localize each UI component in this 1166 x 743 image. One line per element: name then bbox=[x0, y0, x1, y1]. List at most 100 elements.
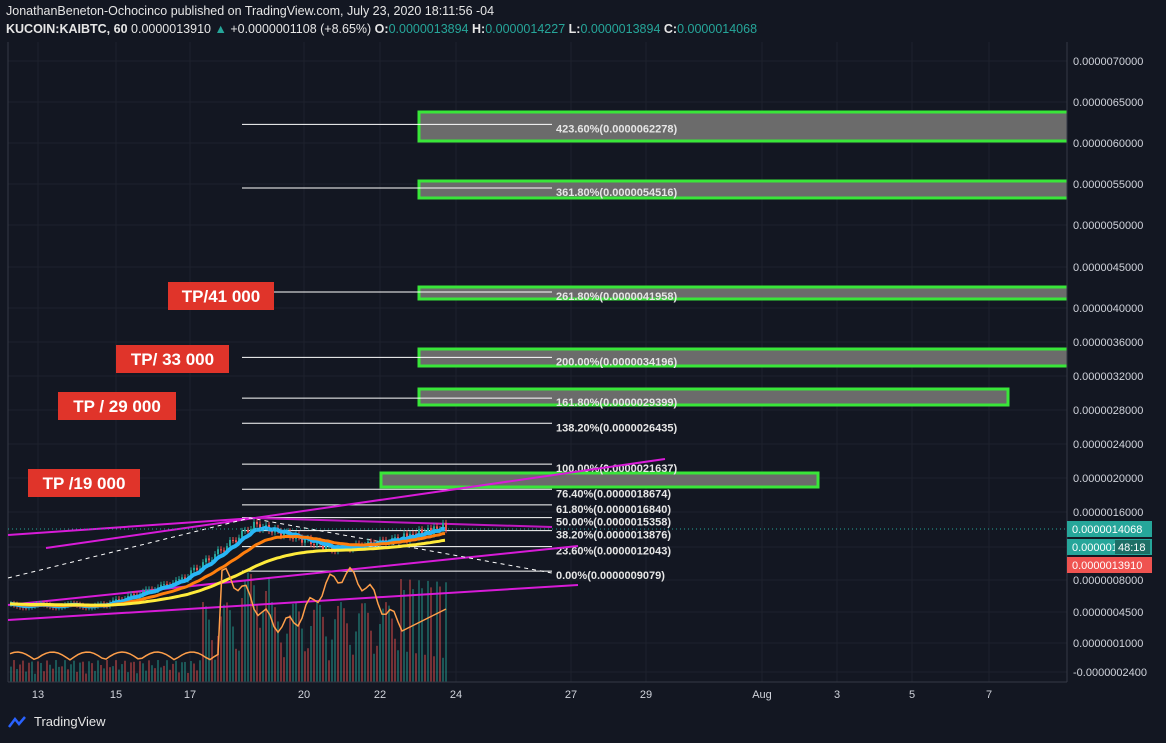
x-tick-label: 20 bbox=[298, 689, 310, 701]
volume-bar bbox=[337, 605, 339, 682]
volume-bar bbox=[58, 666, 60, 682]
volume-bar bbox=[196, 670, 198, 682]
y-tick-label: 0.0000045000 bbox=[1073, 262, 1143, 274]
candle-body bbox=[247, 529, 249, 533]
candle-body bbox=[232, 539, 234, 541]
volume-bar bbox=[364, 603, 366, 682]
candle-body bbox=[214, 554, 216, 561]
candle-body bbox=[241, 530, 243, 538]
volume-bar bbox=[217, 635, 219, 682]
tp-labels: TP/41 000 TP/ 33 000 TP / 29 000 TP /19 000 bbox=[28, 282, 274, 497]
volume-bar bbox=[160, 667, 162, 682]
candle-body bbox=[442, 522, 444, 531]
y-tick-label: 0.0000055000 bbox=[1073, 179, 1143, 191]
close-label: C: bbox=[663, 22, 678, 36]
y-tick-label: 0.0000040000 bbox=[1073, 303, 1143, 315]
price-axis: 0.0000070000 0.0000065000 0.0000060000 0.00… bbox=[1066, 42, 1166, 682]
y-tick-label: 0.0000028000 bbox=[1073, 405, 1143, 417]
volume-bar bbox=[418, 580, 420, 682]
volume-bar bbox=[265, 590, 267, 682]
tp-label-text: TP / 29 000 bbox=[73, 397, 161, 416]
volume-bar bbox=[34, 673, 36, 682]
volume-bar bbox=[334, 619, 336, 682]
volume-bar bbox=[406, 651, 408, 682]
volume-bar bbox=[154, 668, 156, 682]
volume-bar bbox=[208, 619, 210, 682]
open-value: 0.0000013894 bbox=[388, 22, 469, 36]
moving-averages bbox=[9, 525, 446, 609]
tp-label-text: TP/ 33 000 bbox=[131, 350, 214, 369]
volume-bar bbox=[37, 661, 39, 682]
volume-bar bbox=[211, 640, 213, 682]
volume-bar bbox=[193, 663, 195, 682]
fib-target-boxes bbox=[379, 110, 1070, 489]
candle-body bbox=[193, 567, 195, 571]
y-tick-label: 0.0000060000 bbox=[1073, 138, 1143, 150]
candle-body bbox=[244, 529, 246, 531]
candle-body bbox=[178, 579, 180, 581]
volume-bar bbox=[52, 668, 54, 682]
symbol-label[interactable]: KUCOIN:KAIBTC, 60 bbox=[6, 22, 128, 36]
candle-body bbox=[202, 562, 204, 569]
tp-label-box bbox=[28, 469, 140, 497]
volume-bar bbox=[106, 660, 108, 682]
volume-bar bbox=[388, 605, 390, 682]
price-tag bbox=[1067, 521, 1152, 537]
x-tick-label: 13 bbox=[32, 689, 44, 701]
volume-bar bbox=[373, 653, 375, 682]
volume-bar bbox=[220, 616, 222, 682]
volume-bar bbox=[277, 621, 279, 682]
candle-body bbox=[163, 584, 165, 586]
tp-label-box bbox=[168, 282, 274, 310]
volume-bar bbox=[424, 654, 426, 682]
volume-bar bbox=[199, 660, 201, 682]
volume-bar bbox=[139, 661, 141, 682]
volume-bar bbox=[262, 611, 264, 682]
candle-body bbox=[445, 522, 447, 531]
volume-bar bbox=[316, 602, 318, 682]
volume-bar bbox=[241, 598, 243, 682]
volume-bar bbox=[328, 660, 330, 682]
volume-bar bbox=[178, 672, 180, 682]
tp-label-text: TP/41 000 bbox=[182, 287, 260, 306]
target-box bbox=[417, 387, 1010, 407]
candle-body bbox=[436, 526, 438, 530]
brand-label: TradingView bbox=[34, 714, 106, 729]
volume-bar bbox=[148, 660, 150, 682]
y-tick-label: 0.0000036000 bbox=[1073, 337, 1143, 349]
candle-body bbox=[325, 545, 327, 550]
volume-bar bbox=[352, 654, 354, 682]
volume-bar bbox=[319, 604, 321, 682]
volume-bar bbox=[355, 631, 357, 682]
volume-bar bbox=[22, 660, 24, 682]
volume-bar bbox=[73, 660, 75, 682]
candle-body bbox=[148, 589, 150, 591]
volume-bar bbox=[274, 607, 276, 682]
volume-bar bbox=[253, 585, 255, 682]
target-box bbox=[417, 179, 1070, 200]
fib-label: 38.20%(0.0000013876) bbox=[556, 530, 671, 542]
x-tick-label: 29 bbox=[640, 689, 652, 701]
volume-bar bbox=[244, 581, 246, 682]
volume-bar bbox=[157, 660, 159, 682]
candle-body bbox=[382, 539, 384, 541]
tradingview-logo-icon bbox=[8, 715, 26, 728]
candle-body bbox=[253, 521, 255, 530]
volume-bar bbox=[82, 661, 84, 682]
candle-body bbox=[412, 533, 414, 535]
candle-body bbox=[160, 584, 162, 588]
volume-bar bbox=[250, 574, 252, 682]
volume-bar bbox=[142, 663, 144, 682]
volume-bar bbox=[229, 610, 231, 682]
candle-body bbox=[196, 567, 198, 571]
volume-bar bbox=[445, 582, 447, 682]
x-tick-label: 17 bbox=[184, 689, 196, 701]
volume-bar bbox=[280, 642, 282, 682]
rsi-line bbox=[9, 566, 447, 661]
publish-line: JonathanBeneton-Ochocinco published on T… bbox=[6, 4, 495, 18]
y-tick-label: 0.0000008000 bbox=[1073, 575, 1143, 587]
price-tag-text: 0.0000014 bbox=[1072, 542, 1124, 554]
rsi-line bbox=[9, 566, 447, 661]
volume-bar bbox=[166, 660, 168, 682]
